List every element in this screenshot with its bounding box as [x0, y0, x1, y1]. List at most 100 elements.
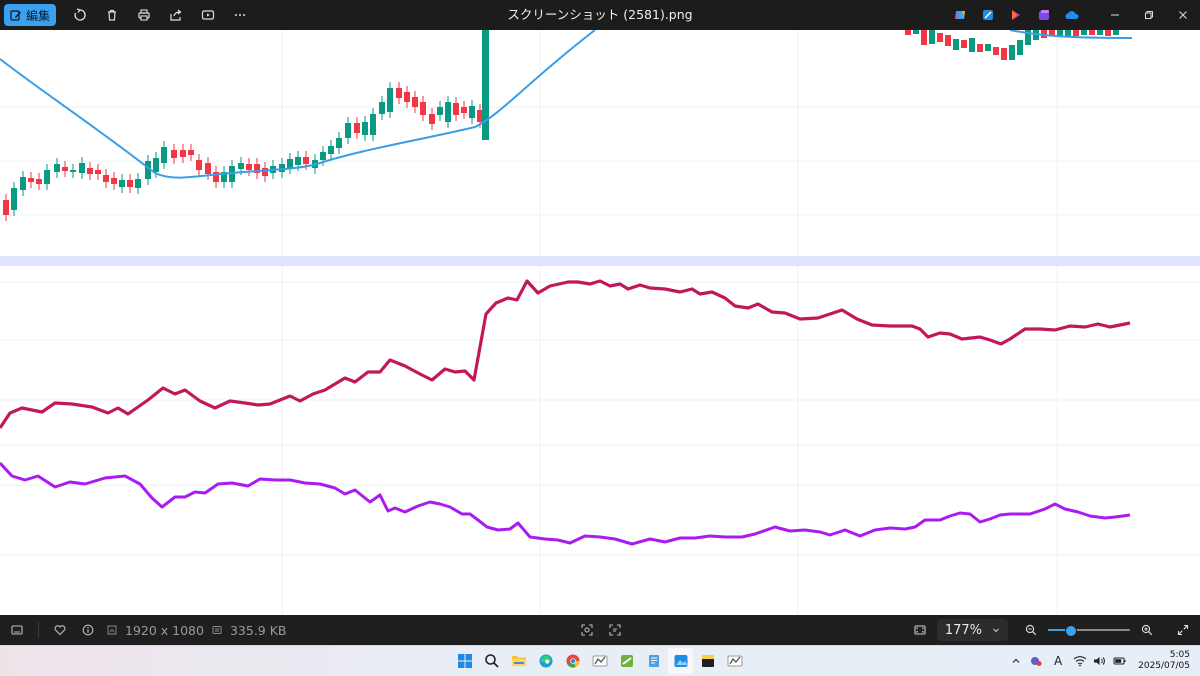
file-explorer-icon	[511, 656, 526, 666]
candle-body	[477, 110, 483, 122]
candlestick-series	[3, 30, 1119, 221]
candle-body	[945, 35, 951, 46]
wifi-icon	[1073, 656, 1087, 667]
candle-body	[153, 158, 159, 172]
image-viewer-canvas[interactable]	[0, 30, 1200, 615]
restore-button[interactable]	[1132, 0, 1166, 30]
text-recognition-button[interactable]	[604, 615, 626, 645]
clock-time: 5:05	[1169, 650, 1190, 660]
app-button-2[interactable]	[614, 648, 639, 674]
candle-body	[461, 107, 467, 113]
candle-body	[135, 179, 141, 188]
designer-button[interactable]	[1030, 0, 1058, 30]
print-button[interactable]	[130, 3, 158, 27]
delete-button[interactable]	[98, 3, 126, 27]
ime-indicator[interactable]: A	[1048, 646, 1068, 676]
candle-body	[95, 170, 101, 174]
filmstrip-button[interactable]	[6, 615, 28, 645]
app-button-1[interactable]	[587, 648, 612, 674]
candle-body	[412, 97, 418, 107]
candle-body	[238, 163, 244, 169]
zoom-dropdown[interactable]: 177%	[936, 619, 1008, 641]
photos-editor-button[interactable]	[974, 0, 1002, 30]
system-tray: A 5:05 2025/07/05	[1008, 646, 1200, 676]
candle-body	[87, 168, 93, 174]
show-hidden-icons-button[interactable]	[1008, 646, 1024, 676]
zoom-slider-thumb[interactable]	[1065, 625, 1078, 637]
edit-button[interactable]: 編集	[4, 4, 57, 26]
minimize-icon	[1111, 14, 1119, 16]
slideshow-icon	[201, 10, 215, 20]
visual-search-button[interactable]	[576, 615, 598, 645]
onedrive-button[interactable]	[1058, 0, 1086, 30]
file-explorer-button[interactable]	[506, 648, 531, 674]
candle-body	[1089, 30, 1095, 35]
candle-body	[1009, 45, 1015, 60]
candle-body	[221, 172, 227, 182]
volume-button[interactable]	[1092, 646, 1108, 676]
rotate-button[interactable]	[66, 3, 94, 27]
full-screen-button[interactable]	[1172, 615, 1194, 645]
info-bar-center	[576, 615, 626, 645]
more-button[interactable]	[226, 3, 254, 27]
favorite-button[interactable]	[49, 615, 71, 645]
minimize-button[interactable]	[1098, 0, 1132, 30]
candle-body	[437, 107, 443, 115]
candle-body	[28, 178, 34, 182]
share-icon	[170, 9, 182, 21]
slideshow-button[interactable]	[194, 3, 222, 27]
candle-body	[1025, 30, 1031, 45]
battery-button[interactable]	[1112, 646, 1128, 676]
close-button[interactable]	[1166, 0, 1200, 30]
app-button-3[interactable]	[722, 648, 747, 674]
sticky-notes-icon	[701, 655, 714, 667]
candle-body	[387, 88, 393, 112]
pane-separator[interactable]	[0, 256, 1200, 266]
more-icon	[235, 14, 246, 16]
heart-icon	[54, 625, 66, 636]
onedrive-icon	[1065, 11, 1079, 19]
candle-body	[977, 44, 983, 52]
battery-icon	[1113, 657, 1126, 665]
candle-body	[1041, 30, 1047, 38]
fit-to-window-button[interactable]	[909, 615, 931, 645]
clock[interactable]: 5:05 2025/07/05	[1132, 650, 1200, 672]
close-icon	[1179, 11, 1187, 19]
candle-body	[354, 123, 360, 133]
app-icon-2	[620, 655, 633, 667]
file-info-button[interactable]	[77, 615, 99, 645]
search-button[interactable]	[479, 648, 504, 674]
delete-icon	[108, 9, 117, 21]
candle-body	[396, 88, 402, 98]
candle-body	[345, 123, 351, 138]
teams-tray-button[interactable]	[1028, 646, 1044, 676]
chevron-up-icon	[1012, 658, 1020, 663]
info-icon	[82, 624, 94, 636]
candle-body	[469, 106, 475, 118]
candle-body	[429, 114, 435, 124]
candle-body	[913, 30, 919, 34]
candle-body	[1081, 30, 1087, 35]
photos-button[interactable]	[668, 648, 693, 674]
candle-body	[921, 30, 927, 45]
zoom-out-button[interactable]	[1020, 615, 1042, 645]
edit-icon	[10, 10, 21, 21]
start-button[interactable]	[452, 648, 477, 674]
candle-body	[445, 102, 451, 122]
chrome-button[interactable]	[560, 648, 585, 674]
chevron-down-icon	[993, 628, 999, 633]
edge-button[interactable]	[533, 648, 558, 674]
candle-body	[1065, 30, 1071, 36]
network-button[interactable]	[1072, 646, 1088, 676]
candle-body	[79, 163, 85, 173]
zoom-in-button[interactable]	[1136, 615, 1158, 645]
candle-body	[969, 38, 975, 52]
edge-icon	[539, 654, 552, 668]
clipchamp-button[interactable]	[1002, 0, 1030, 30]
share-button[interactable]	[162, 3, 190, 27]
candle-body	[1113, 30, 1119, 35]
copilot-button[interactable]	[946, 0, 974, 30]
notepad-button[interactable]	[641, 648, 666, 674]
zoom-slider[interactable]	[1048, 621, 1130, 639]
sticky-notes-button[interactable]	[695, 648, 720, 674]
